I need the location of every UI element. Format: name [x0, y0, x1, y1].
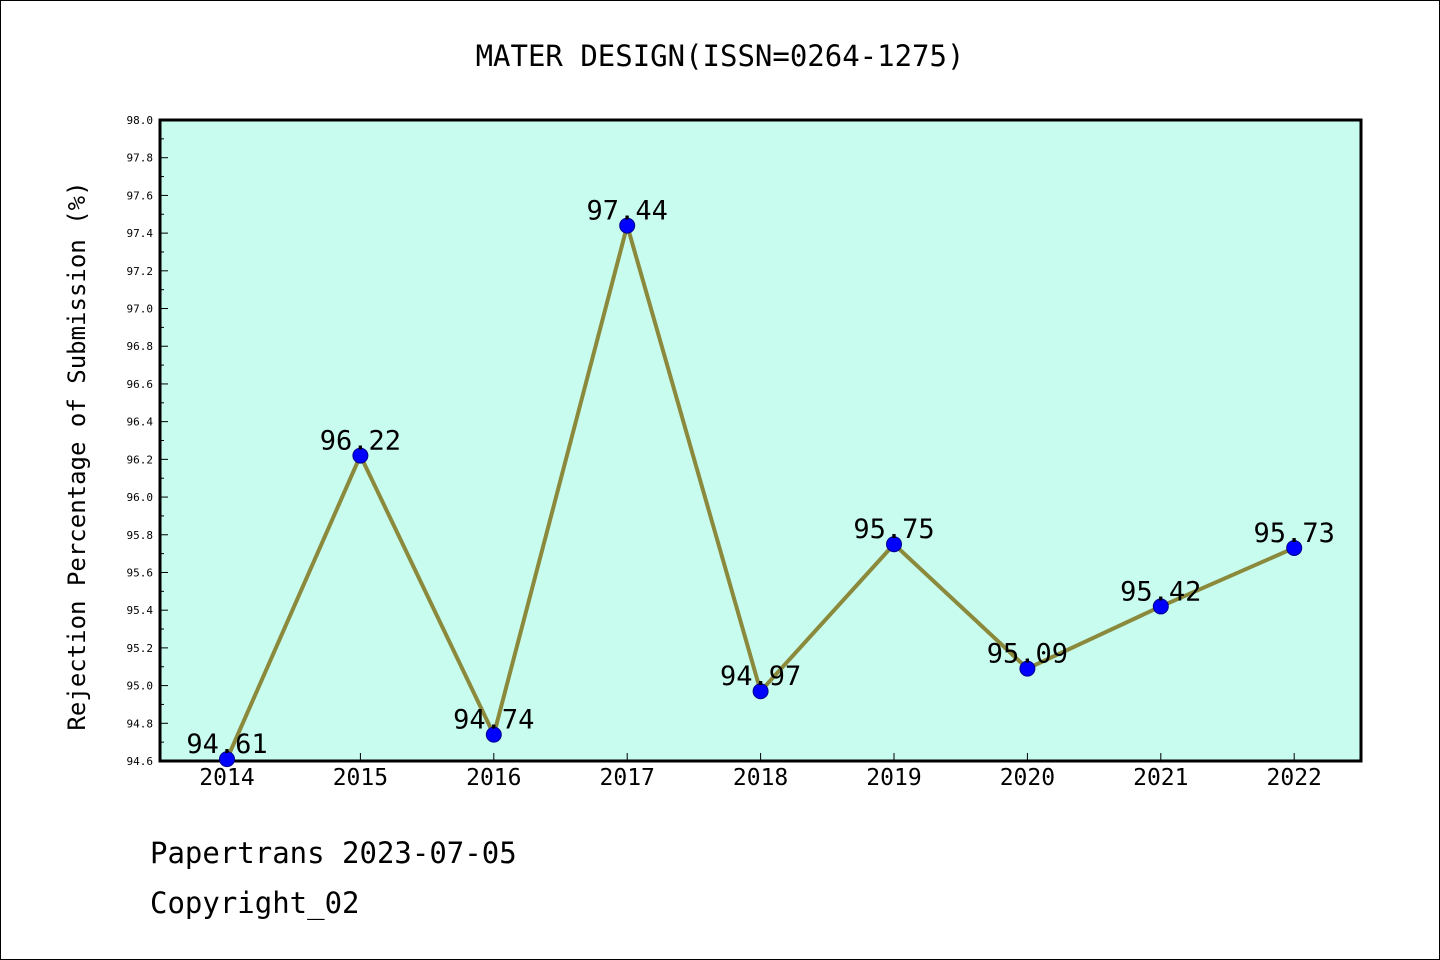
y-tick-label: 95.8 — [127, 529, 154, 542]
chart-title: MATER DESIGN(ISSN=0264-1275) — [476, 39, 965, 73]
x-axis-ticks: 2014 2015 2016 2017 2018 2019 2020 2021 2022 — [199, 753, 1322, 791]
footer-copyright: Copyright_02 — [150, 886, 360, 920]
y-tick-label: 95.4 — [127, 604, 154, 617]
x-tick-label: 2015 — [333, 765, 388, 791]
data-label: 95.09 — [987, 639, 1068, 670]
data-label: 95.42 — [1120, 576, 1201, 607]
y-tick-label: 96.8 — [127, 340, 154, 353]
data-point — [485, 726, 502, 743]
x-tick-label: 2020 — [1000, 765, 1055, 791]
y-tick-label: 96.6 — [127, 378, 154, 391]
data-point — [619, 217, 636, 234]
y-tick-label: 95.0 — [127, 680, 154, 693]
y-tick-label: 98.0 — [127, 114, 154, 127]
data-label: 96.22 — [320, 426, 401, 457]
data-point — [1019, 660, 1036, 677]
data-label: 97.44 — [587, 196, 668, 227]
y-tick-label: 96.2 — [127, 453, 154, 466]
x-tick-label: 2021 — [1133, 765, 1188, 791]
y-tick-label: 95.6 — [127, 566, 154, 579]
x-tick-label: 2016 — [466, 765, 521, 791]
y-tick-label: 97.4 — [127, 227, 154, 240]
y-axis-ticks: 94.6 94.8 95.0 95.2 95.4 95.6 95.8 96.0 96.2 96.4… — [127, 114, 168, 768]
data-labels: 94.61 96.22 94.74 97.44 94.97 95.75 95.09 95.42… — [186, 196, 1334, 761]
x-tick-label: 2022 — [1267, 765, 1322, 791]
x-tick-label: 2018 — [733, 765, 788, 791]
y-axis-label: Rejection Percentage of Submission (%) — [63, 181, 91, 730]
y-tick-label: 96.0 — [127, 491, 154, 504]
data-point — [352, 447, 369, 464]
data-point — [1286, 539, 1303, 556]
data-label: 94.97 — [720, 661, 801, 692]
data-label: 95.73 — [1254, 518, 1335, 549]
data-points — [219, 217, 1303, 768]
footer-source: Papertrans 2023-07-05 — [150, 836, 517, 870]
x-tick-label: 2017 — [600, 765, 655, 791]
data-label: 94.61 — [186, 729, 267, 760]
y-tick-label: 97.6 — [127, 189, 154, 202]
x-tick-label: 2014 — [199, 765, 254, 791]
plot-area — [158, 118, 1363, 763]
y-tick-label: 96.4 — [127, 416, 154, 429]
data-point — [886, 536, 902, 553]
data-label: 94.74 — [453, 705, 534, 736]
y-tick-label: 97.8 — [127, 152, 154, 165]
y-tick-label: 95.2 — [127, 642, 154, 655]
y-tick-label: 94.8 — [127, 717, 154, 730]
y-tick-label: 94.6 — [127, 755, 154, 768]
x-tick-label: 2019 — [866, 765, 921, 791]
data-point — [752, 683, 769, 700]
data-label: 95.75 — [853, 514, 934, 545]
y-tick-label: 97.2 — [127, 265, 154, 278]
y-tick-label: 97.0 — [127, 303, 154, 316]
data-point — [219, 751, 235, 768]
data-point — [1152, 598, 1169, 615]
